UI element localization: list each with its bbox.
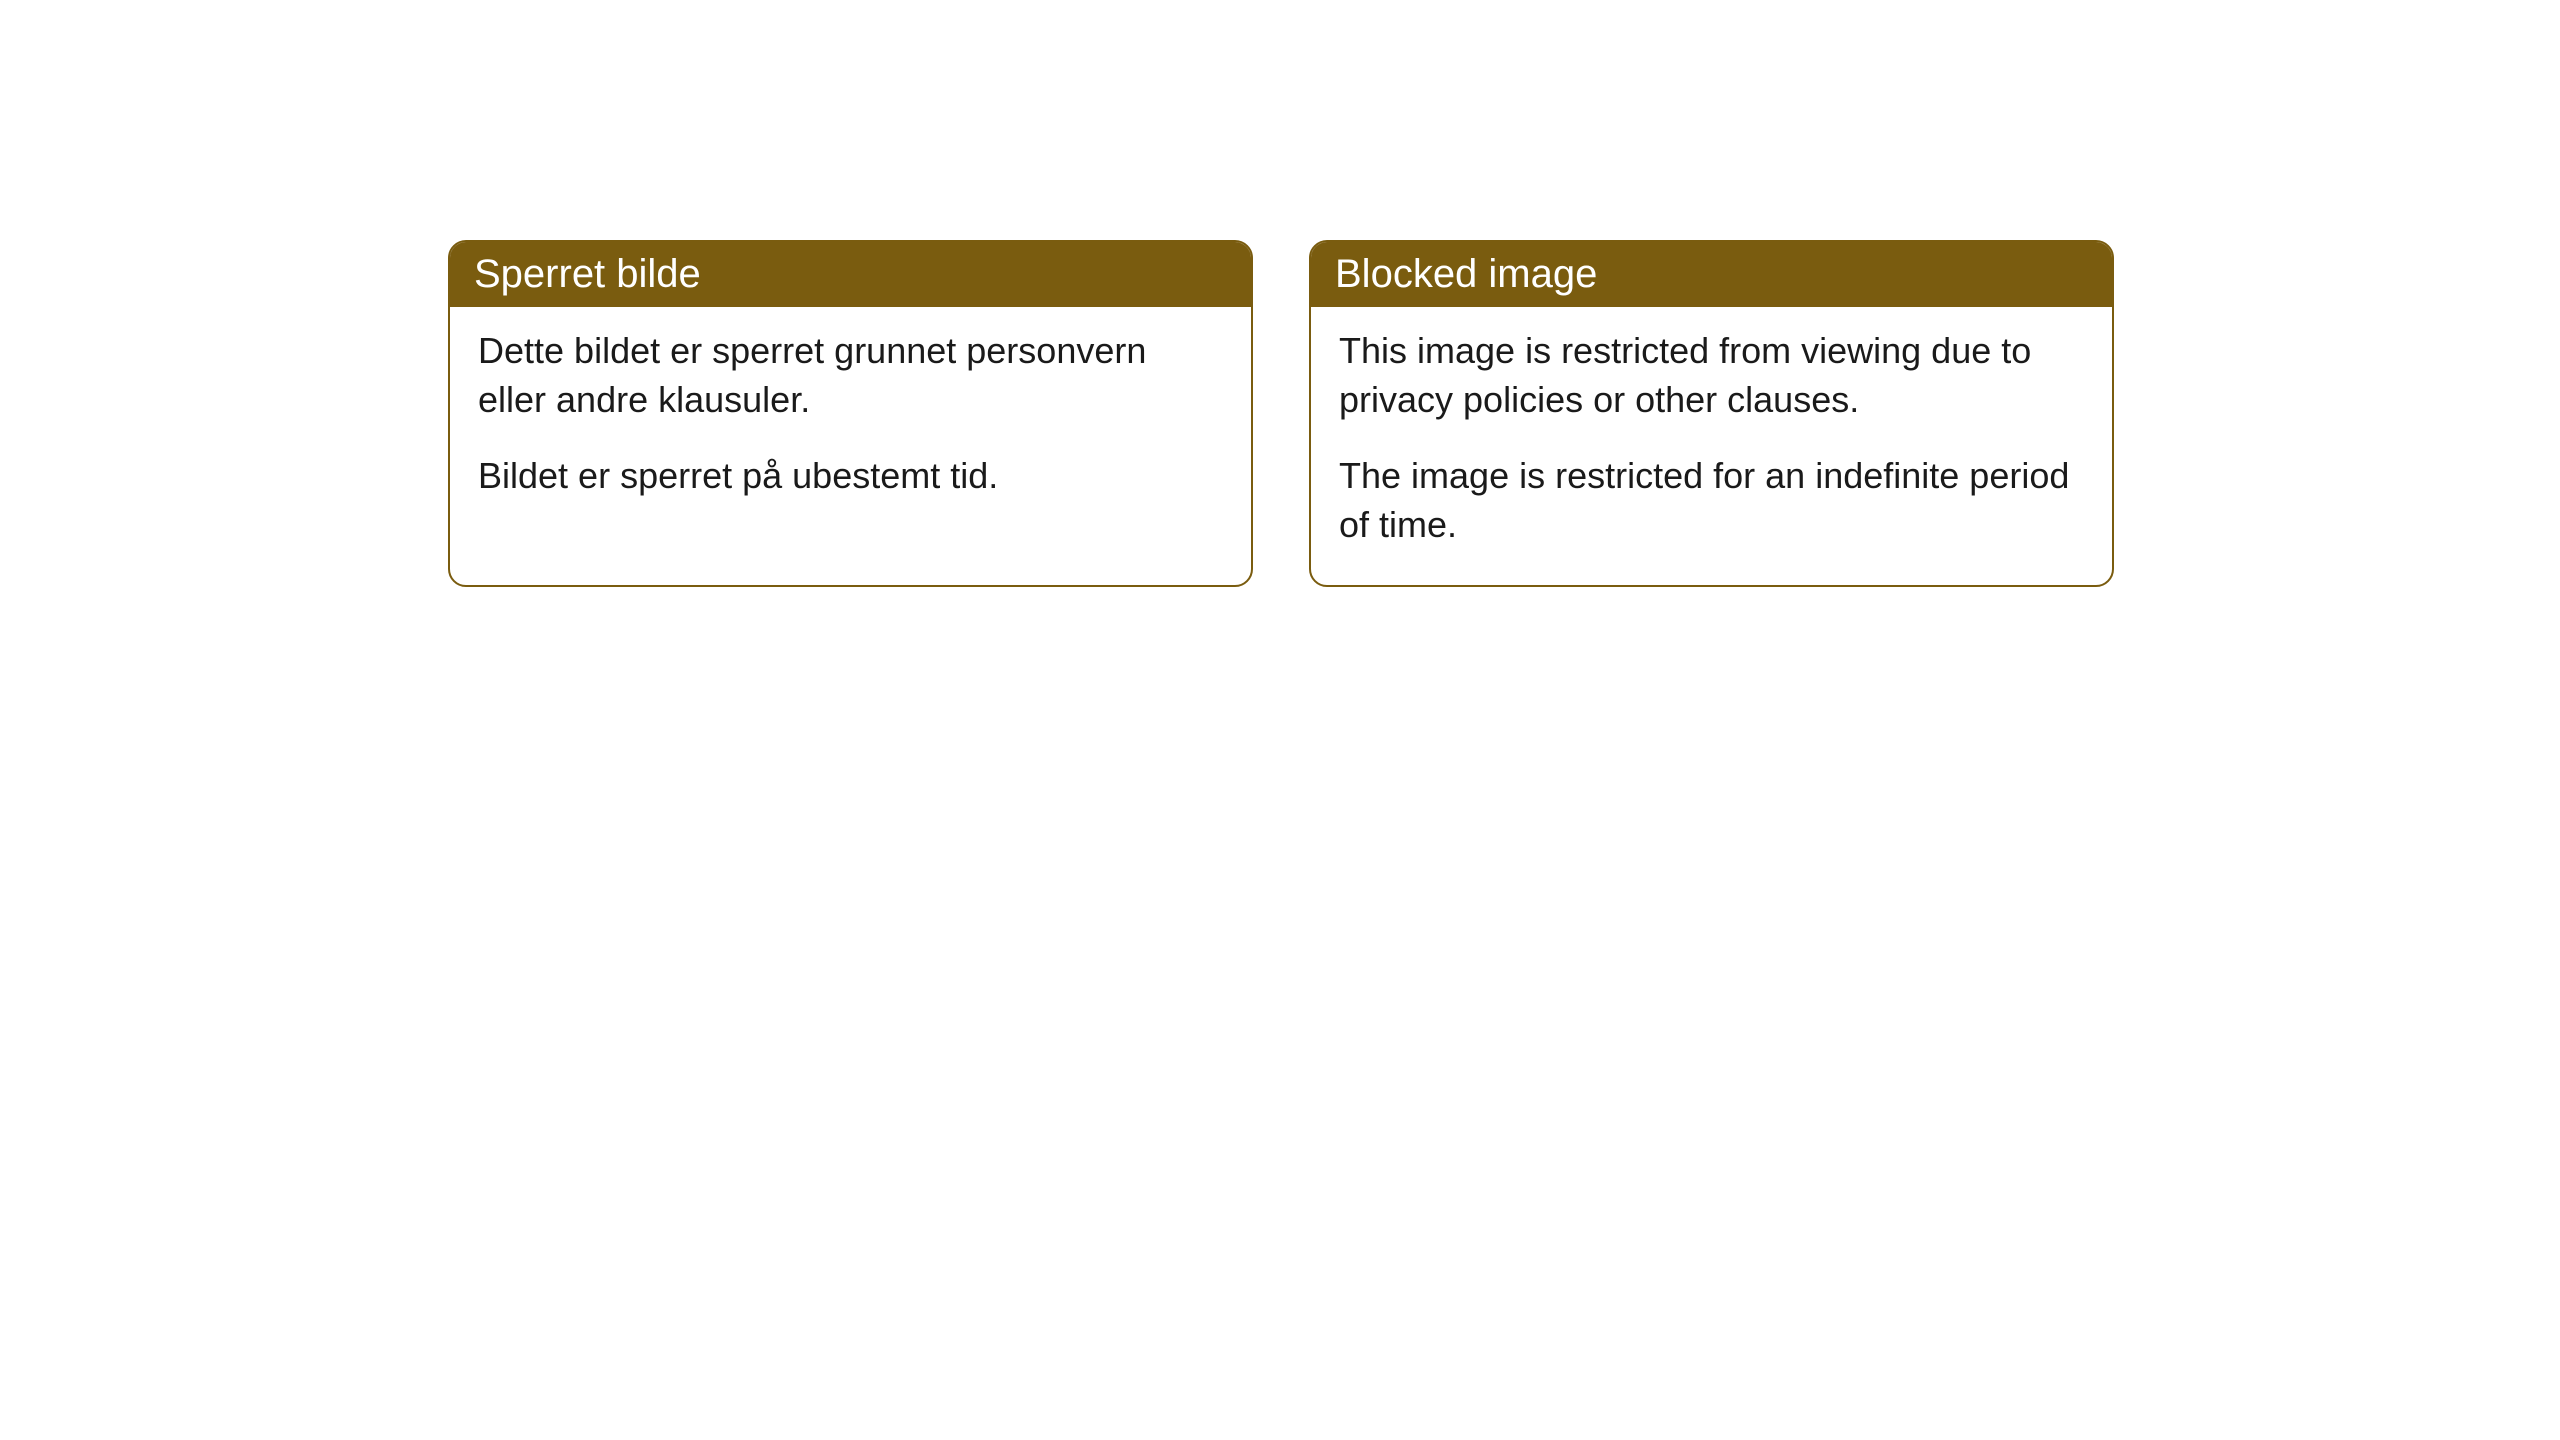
card-header-norwegian: Sperret bilde — [450, 242, 1251, 307]
card-title-norwegian: Sperret bilde — [474, 252, 701, 296]
notice-cards-container: Sperret bilde Dette bildet er sperret gr… — [448, 240, 2114, 587]
card-paragraph-1-norwegian: Dette bildet er sperret grunnet personve… — [478, 327, 1223, 424]
card-paragraph-1-english: This image is restricted from viewing du… — [1339, 327, 2084, 424]
card-paragraph-2-norwegian: Bildet er sperret på ubestemt tid. — [478, 452, 1223, 501]
card-title-english: Blocked image — [1335, 252, 1597, 296]
card-header-english: Blocked image — [1311, 242, 2112, 307]
card-body-english: This image is restricted from viewing du… — [1311, 307, 2112, 585]
notice-card-norwegian: Sperret bilde Dette bildet er sperret gr… — [448, 240, 1253, 587]
card-paragraph-2-english: The image is restricted for an indefinit… — [1339, 452, 2084, 549]
card-body-norwegian: Dette bildet er sperret grunnet personve… — [450, 307, 1251, 537]
notice-card-english: Blocked image This image is restricted f… — [1309, 240, 2114, 587]
